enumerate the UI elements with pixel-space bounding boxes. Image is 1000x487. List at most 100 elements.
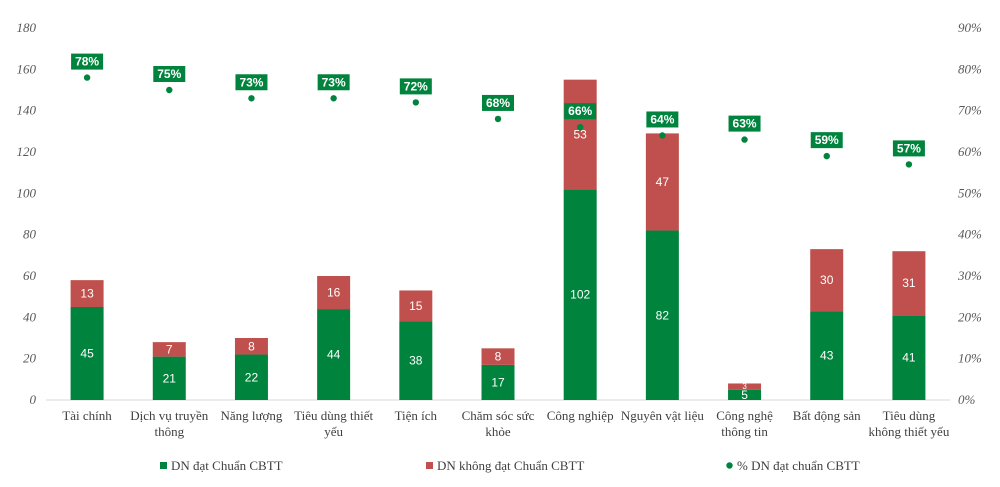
percent-label: 66% [568,104,592,118]
left-tick-label: 20 [23,351,37,366]
percent-label-box [71,53,104,70]
left-tick-label: 100 [17,185,37,200]
category-label: không thiết yếu [868,424,949,439]
percent-label: 59% [815,133,839,147]
right-tick-label: 50% [958,185,982,200]
left-tick-label: 60 [23,268,37,283]
percent-label: 73% [239,75,263,89]
bar-dat-chuan-label: 38 [409,354,423,368]
bar-khong-dat-chuan-label: 3 [742,382,747,391]
left-tick-label: 180 [17,20,37,35]
left-axis: 0 20 40 60 80 100 120 140 160 180 [17,20,37,407]
category-label: Tiêu dùng [883,408,936,423]
percent-label-box [646,111,679,128]
right-tick-label: 40% [958,227,982,242]
percent-label-box [564,103,597,120]
percent-label-box [892,140,925,157]
right-tick-label: 60% [958,144,982,159]
category-label: Bất động sản [793,408,861,423]
bar-dat-chuan-label: 22 [245,370,259,384]
percent-point [659,132,666,139]
bar-khong-dat-chuan [152,342,186,357]
bar-dat-chuan-label: 44 [327,348,341,362]
percent-label: 63% [733,117,757,131]
bar-dat-chuan [481,364,515,400]
bars: 45 13 21 7 22 8 44 16 38 15 17 8 102 53 82 47 53 43 30 41 31 [70,79,926,402]
bar-dat-chuan [892,315,926,400]
legend: DN đạt Chuẩn CBTT DN không đạt Chuẩn CBTT… [160,458,860,473]
percent-label: 75% [157,67,181,81]
legend-label: DN không đạt Chuẩn CBTT [437,458,584,473]
percent-label: 64% [650,112,674,126]
percent-point [576,124,584,131]
bar-khong-dat-chuan-label: 30 [820,273,834,287]
left-tick-label: 80 [23,227,37,242]
bar-khong-dat-chuan-label: 47 [656,175,670,189]
category-label: Công nghiệp [547,408,614,423]
bar-dat-chuan-label: 102 [570,288,590,302]
category-label: Chăm sóc sức [462,408,535,423]
percent-point [741,136,748,143]
bar-dat-chuan [563,189,597,400]
category-label: Tiện ích [395,408,438,423]
bar-dat-chuan [645,230,679,400]
percent-label-box [235,74,268,91]
percent-label-box [317,74,350,91]
category-label: Tiêu dùng thiết [294,408,373,423]
percent-point [248,95,255,102]
legend-swatch [726,462,733,469]
bar-dat-chuan-label: 17 [491,375,505,389]
category-label: thông tin [721,424,768,439]
percent-label-box [153,66,186,82]
bar-khong-dat-chuan [563,79,597,190]
bar-dat-chuan [234,354,268,400]
percent-label: 72% [404,79,428,93]
right-axis: 0% 10% 20% 30% 40% 50% 60% 70% 80% 90% [957,20,982,407]
right-tick-label: 80% [958,61,982,76]
bar-dat-chuan [152,356,186,400]
bar-khong-dat-chuan [481,348,515,365]
bar-khong-dat-chuan [645,133,679,231]
bar-dat-chuan-label: 5 [741,388,748,402]
bar-khong-dat-chuan [317,276,351,310]
percent-point [905,161,913,168]
percent-point [412,99,420,106]
percent-point [166,86,173,94]
legend-label: DN đạt Chuẩn CBTT [171,458,283,473]
right-tick-label: 10% [958,351,982,366]
bar-khong-dat-chuan-label: 16 [327,286,341,300]
percent-label: 57% [897,141,921,155]
percent-point [330,95,337,102]
percent-point [83,74,91,81]
bar-dat-chuan-label: 82 [656,308,670,322]
bar-dat-chuan-label: 43 [820,349,834,363]
category-label: khỏe [485,424,511,439]
category-label: Năng lượng [220,408,282,423]
legend-label: % DN đạt chuẩn CBTT [737,458,860,473]
bar-khong-dat-chuan-label: 13 [80,287,94,301]
percent-label-box [728,115,761,132]
right-tick-label: 90% [958,20,982,35]
legend-swatch [426,462,433,469]
left-tick-label: 0 [30,392,37,407]
category-label: yếu [324,424,343,439]
bar-khong-dat-chuan [234,338,268,355]
left-tick-label: 40 [23,309,37,324]
percent-label: 73% [322,75,346,89]
bar-khong-dat-chuan [399,290,433,322]
right-tick-label: 30% [957,268,982,283]
bar-khong-dat-chuan [70,280,104,307]
bar-khong-dat-chuan [892,251,926,316]
left-tick-label: 120 [17,144,37,159]
bar-dat-chuan [317,309,351,400]
category-label: Công nghệ [716,408,773,423]
bar-khong-dat-chuan-label: 53 [574,127,588,141]
bar-dat-chuan [810,311,844,400]
bar-dat-chuan [70,307,104,400]
percent-label-box [482,94,514,111]
bar-khong-dat-chuan-label: 8 [248,339,255,353]
percent-points: 78% 75% 73% 73% 72% 68% 66% 64% 63% 59% 57% [71,53,925,168]
bar-dat-chuan-label: 21 [163,371,177,385]
